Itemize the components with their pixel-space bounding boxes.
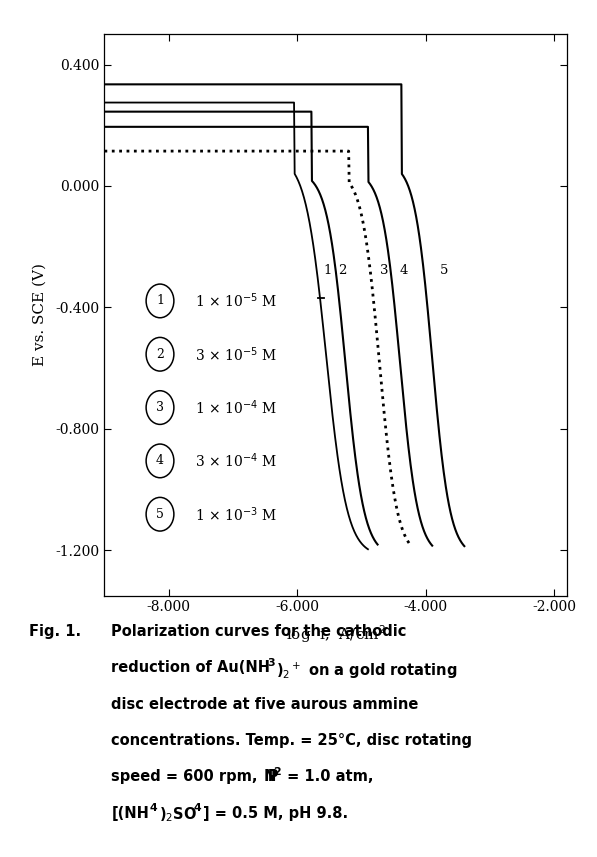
Text: 3: 3 xyxy=(156,401,164,414)
Text: 5: 5 xyxy=(439,265,448,278)
Text: 1: 1 xyxy=(324,265,333,278)
Text: 2: 2 xyxy=(156,348,164,361)
Text: disc electrode at five aurous ammine: disc electrode at five aurous ammine xyxy=(112,697,419,711)
Y-axis label: E vs. SCE (V): E vs. SCE (V) xyxy=(33,263,47,367)
Text: )$_2$$^+$ on a gold rotating: )$_2$$^+$ on a gold rotating xyxy=(276,660,457,680)
Text: 5: 5 xyxy=(156,507,164,521)
Text: 1 $\times$ 10$^{-4}$ M: 1 $\times$ 10$^{-4}$ M xyxy=(195,399,276,417)
Text: 2: 2 xyxy=(273,766,281,776)
Text: 1 $\times$ 10$^{-5}$ M: 1 $\times$ 10$^{-5}$ M xyxy=(195,291,276,310)
Text: 4: 4 xyxy=(156,454,164,467)
Text: 4: 4 xyxy=(193,803,201,812)
Text: )$_2$SO: )$_2$SO xyxy=(159,806,196,824)
Text: [(NH: [(NH xyxy=(112,806,149,821)
Text: 4: 4 xyxy=(399,265,408,278)
Text: speed = 600 rpm,  P: speed = 600 rpm, P xyxy=(112,770,279,784)
Text: 1: 1 xyxy=(156,295,164,308)
Text: Fig. 1.: Fig. 1. xyxy=(29,624,81,639)
Text: 3: 3 xyxy=(380,265,388,278)
Text: N: N xyxy=(263,770,276,784)
Text: Polarization curves for the cathodic: Polarization curves for the cathodic xyxy=(112,624,407,639)
Text: concentrations. Temp. = 25°C, disc rotating: concentrations. Temp. = 25°C, disc rotat… xyxy=(112,733,472,748)
Text: 1 $\times$ 10$^{-3}$ M: 1 $\times$ 10$^{-3}$ M xyxy=(195,505,276,524)
Text: 4: 4 xyxy=(150,803,158,812)
Text: reduction of Au(NH: reduction of Au(NH xyxy=(112,660,270,675)
Text: 3 $\times$ 10$^{-4}$ M: 3 $\times$ 10$^{-4}$ M xyxy=(195,452,276,470)
Text: = 1.0 atm,: = 1.0 atm, xyxy=(282,770,373,784)
Text: ] = 0.5 M, pH 9.8.: ] = 0.5 M, pH 9.8. xyxy=(203,806,348,821)
X-axis label: log  i,  A/cm$^2$: log i, A/cm$^2$ xyxy=(286,623,386,644)
Text: 3 $\times$ 10$^{-5}$ M: 3 $\times$ 10$^{-5}$ M xyxy=(195,345,276,363)
Text: 2: 2 xyxy=(338,265,346,278)
Text: 3: 3 xyxy=(267,657,275,668)
